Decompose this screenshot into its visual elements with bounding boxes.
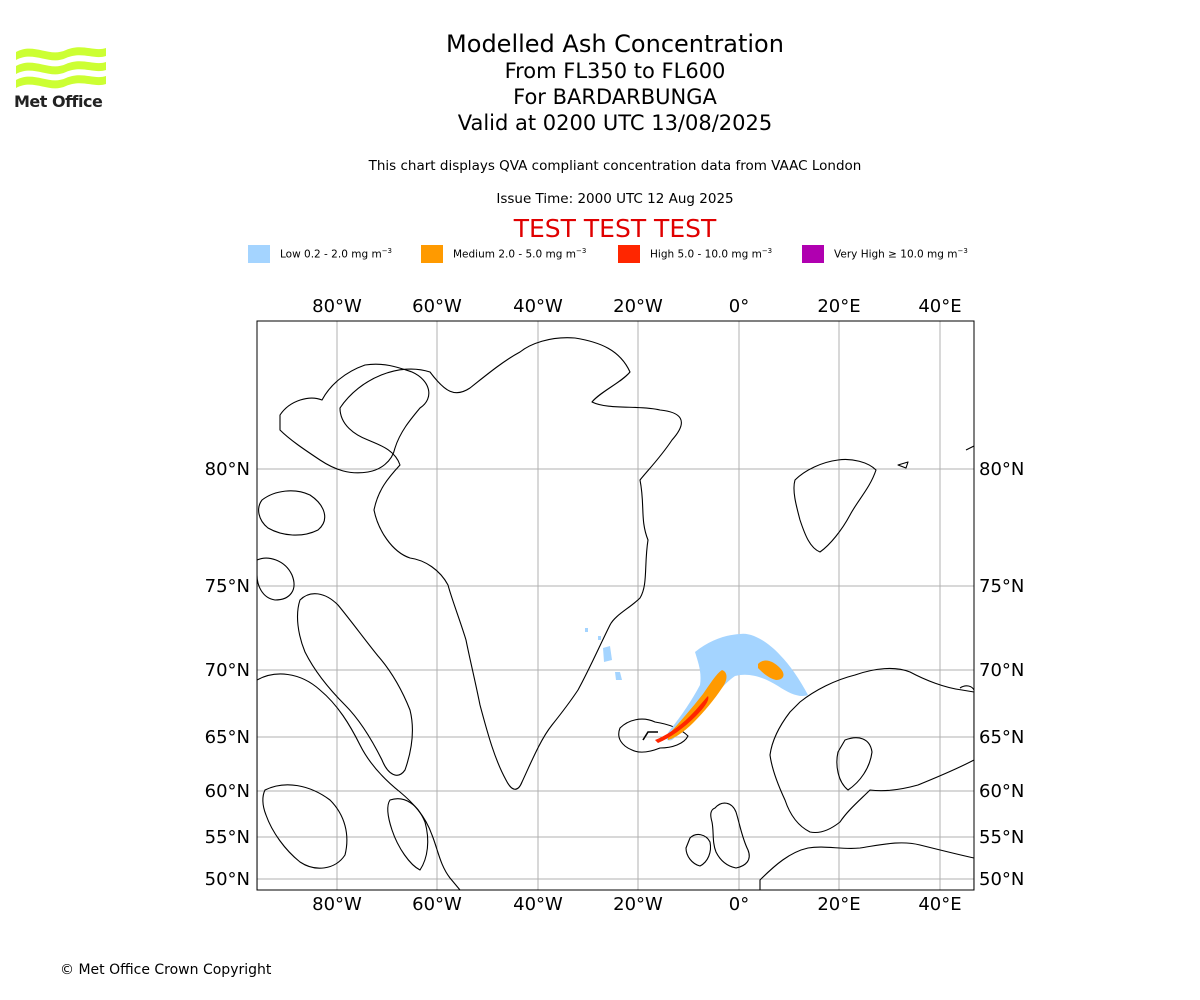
legend-label-low: Low 0.2 - 2.0 mg m — [280, 248, 382, 261]
ash-low-specks — [585, 628, 622, 680]
lat-label-left: 65°N — [205, 727, 250, 748]
lat-label-right: 70°N — [979, 660, 1024, 681]
ireland-coast — [685, 833, 712, 867]
lon-label-bottom: 0° — [729, 894, 749, 915]
lon-labels-bottom: 80°W 60°W 40°W 20°W 0° 20°E 40°E — [312, 894, 961, 915]
compliance-note: This chart displays QVA compliant concen… — [368, 158, 862, 174]
lat-label-right: 75°N — [979, 576, 1024, 597]
lon-label-top: 60°W — [412, 296, 462, 317]
lat-label-left: 80°N — [205, 459, 250, 480]
ash-high-area — [655, 696, 709, 743]
europe-mainland-coast — [759, 842, 974, 890]
lat-label-right: 50°N — [979, 869, 1024, 890]
lat-label-right: 80°N — [979, 459, 1024, 480]
legend-label-medium: Medium 2.0 - 5.0 mg m — [453, 248, 576, 261]
lat-label-right: 55°N — [979, 827, 1024, 848]
flight-levels: From FL350 to FL600 — [504, 59, 726, 83]
ash-medium-area-2 — [758, 660, 784, 680]
issue-time: Issue Time: 2000 UTC 12 Aug 2025 — [496, 191, 734, 207]
lon-label-top: 0° — [729, 296, 749, 317]
map-frame — [256, 320, 975, 891]
lon-label-bottom: 20°E — [817, 894, 860, 915]
legend-swatch-very-high — [802, 245, 824, 263]
lat-labels-left: 80°N 75°N 70°N 65°N 60°N 55°N 50°N — [205, 459, 250, 890]
lat-label-left: 60°N — [205, 781, 250, 802]
devon-island-coast — [258, 490, 326, 536]
lat-label-left: 75°N — [205, 576, 250, 597]
legend-swatch-low — [248, 245, 270, 263]
lon-labels-top: 80°W 60°W 40°W 20°W 0° 20°E 40°E — [312, 296, 961, 317]
victoria-island-coast — [257, 557, 295, 601]
baltic-coast — [836, 737, 873, 791]
russia-arctic-coast-2 — [965, 445, 974, 451]
lon-label-top: 20°W — [613, 296, 663, 317]
volcano-marker — [642, 731, 658, 741]
lat-label-left: 55°N — [205, 827, 250, 848]
iceland-coast — [618, 718, 689, 753]
legend-swatch-high — [618, 245, 640, 263]
volcano-name: For BARDARBUNGA — [513, 85, 717, 109]
russia-arctic-coast — [959, 685, 974, 691]
legend-label-very-high: Very High ≥ 10.0 mg m — [834, 248, 958, 261]
lon-label-bottom: 40°W — [513, 894, 563, 915]
canada-mainland-coast — [257, 673, 461, 890]
page-title: Modelled Ash Concentration — [446, 30, 784, 58]
copyright-notice: © Met Office Crown Copyright — [60, 962, 272, 978]
legend-swatch-medium — [421, 245, 443, 263]
scandinavia-coast — [769, 667, 974, 834]
met-office-logo — [16, 47, 106, 89]
great-britain-coast — [710, 802, 750, 869]
lon-label-bottom: 80°W — [312, 894, 362, 915]
lon-label-bottom: 60°W — [412, 894, 462, 915]
test-banner: TEST TEST TEST — [513, 214, 717, 243]
lon-label-bottom: 40°E — [918, 894, 961, 915]
franz-josef-coast — [897, 461, 909, 469]
labrador-coast — [387, 798, 429, 871]
lat-label-left: 70°N — [205, 660, 250, 681]
legend-label-high: High 5.0 - 10.0 mg m — [650, 248, 762, 261]
hudson-bay-coast — [262, 784, 348, 869]
ash-low-area — [666, 633, 808, 741]
lat-label-right: 65°N — [979, 727, 1024, 748]
lat-label-left: 50°N — [205, 869, 250, 890]
chart-titles: Modelled Ash Concentration From FL350 to… — [315, 30, 915, 136]
baffin-coast — [296, 593, 414, 776]
valid-time: Valid at 0200 UTC 13/08/2025 — [457, 111, 773, 135]
lon-label-top: 80°W — [312, 296, 362, 317]
coastlines — [257, 337, 974, 890]
lat-labels-right: 80°N 75°N 70°N 65°N 60°N 55°N 50°N — [979, 459, 1024, 890]
ash-cloud — [585, 628, 808, 743]
lon-label-top: 40°W — [513, 296, 563, 317]
ellesmere-coast — [279, 363, 430, 474]
map-content — [257, 321, 974, 890]
lon-label-top: 20°E — [817, 296, 860, 317]
met-office-logo-text: Met Office — [14, 92, 103, 111]
lat-label-right: 60°N — [979, 781, 1024, 802]
lon-label-top: 40°E — [918, 296, 961, 317]
svalbard-coast — [793, 458, 877, 553]
greenland-coast — [339, 337, 682, 790]
ash-medium-area — [668, 670, 727, 740]
lon-label-bottom: 20°W — [613, 894, 663, 915]
